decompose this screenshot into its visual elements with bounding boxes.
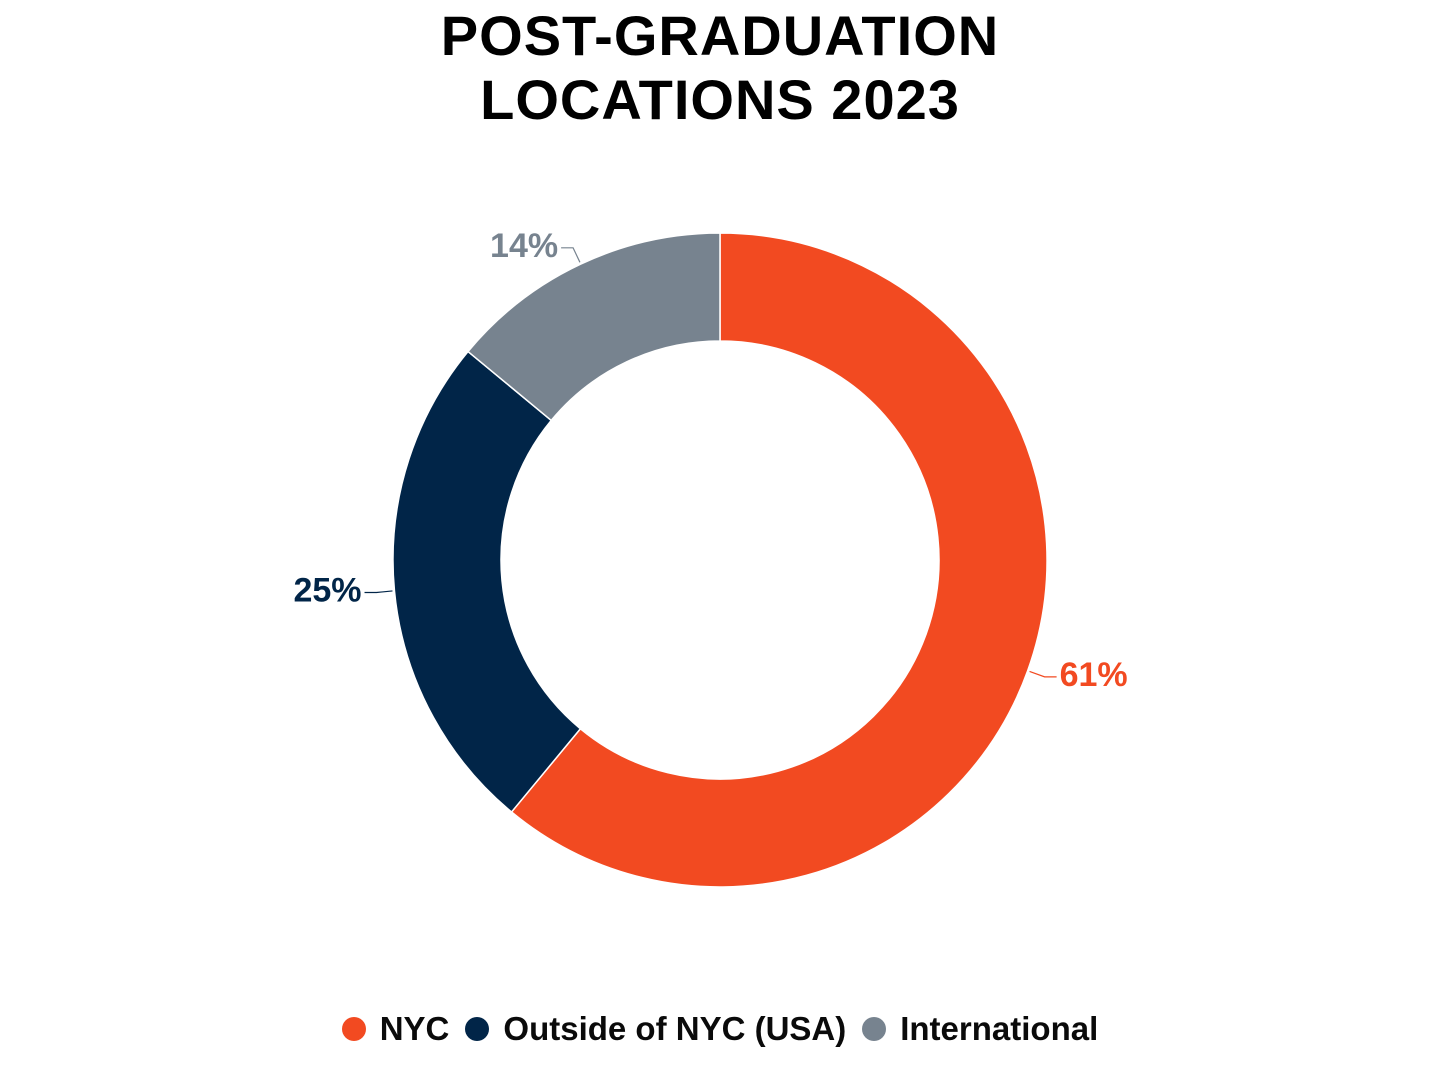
title-line-1: POST-GRADUATION bbox=[440, 4, 1000, 67]
data-label: 61% bbox=[1060, 656, 1128, 694]
legend-label: Outside of NYC (USA) bbox=[503, 1010, 847, 1047]
legend-label: NYC bbox=[379, 1010, 450, 1047]
legend-label: International bbox=[900, 1010, 1099, 1047]
title-line-2: LOCATIONS 2023 bbox=[480, 68, 960, 131]
leader-line bbox=[1029, 670, 1057, 678]
slice-nyc bbox=[510, 232, 1048, 888]
data-label: 14% bbox=[490, 227, 558, 265]
leader-line bbox=[561, 247, 581, 263]
legend-item-outside-nyc: Outside of NYC (USA) bbox=[465, 1010, 846, 1048]
data-label: 25% bbox=[293, 571, 361, 609]
chart-title: POST-GRADUATION LOCATIONS 2023 bbox=[0, 4, 1440, 132]
legend-swatch bbox=[465, 1017, 490, 1041]
legend-swatch bbox=[862, 1017, 887, 1041]
legend: NYC Outside of NYC (USA) International bbox=[0, 1010, 1440, 1048]
slice-international bbox=[466, 232, 721, 422]
leader-line bbox=[364, 590, 393, 594]
legend-item-nyc: NYC bbox=[341, 1010, 450, 1048]
legend-item-international: International bbox=[862, 1010, 1098, 1048]
slice-outside-of-nyc-usa- bbox=[392, 350, 582, 814]
legend-swatch bbox=[341, 1017, 366, 1041]
